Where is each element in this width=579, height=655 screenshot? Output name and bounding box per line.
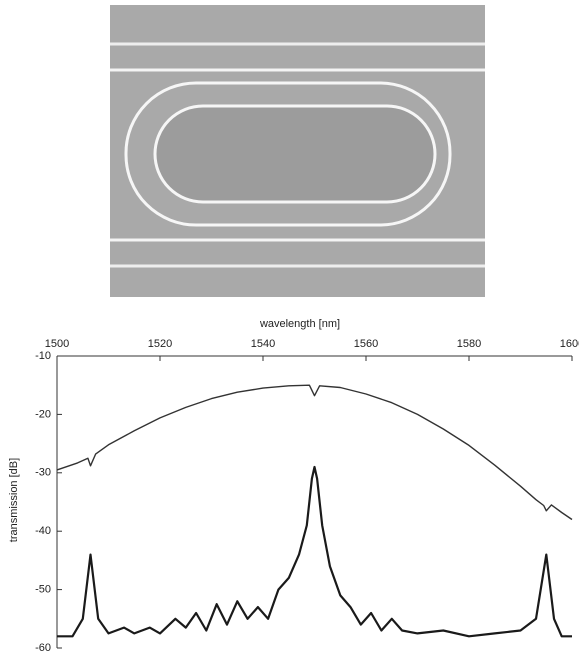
sem-image <box>110 5 485 297</box>
x-axis-label: wavelength [nm] <box>259 318 340 330</box>
x-tick-label: 1520 <box>148 338 172 350</box>
y-tick-label: -50 <box>35 584 51 596</box>
y-tick-label: -20 <box>35 408 51 420</box>
racetrack-inner <box>153 104 437 204</box>
y-tick-label: -40 <box>35 525 51 537</box>
x-tick-label: 1560 <box>354 338 378 350</box>
x-tick-label: 1540 <box>251 338 275 350</box>
x-tick-label: 1600 <box>560 338 579 350</box>
racetrack-outer <box>124 81 452 227</box>
y-tick-label: -60 <box>35 642 51 654</box>
x-tick-label: 1500 <box>45 338 69 350</box>
y-tick-label: -30 <box>35 467 51 479</box>
series-line <box>57 465 572 638</box>
y-tick-label: -10 <box>35 350 51 362</box>
y-axis-label: transmission [dB] <box>8 458 20 542</box>
series-line <box>56 384 573 521</box>
x-tick-label: 1580 <box>457 338 481 350</box>
